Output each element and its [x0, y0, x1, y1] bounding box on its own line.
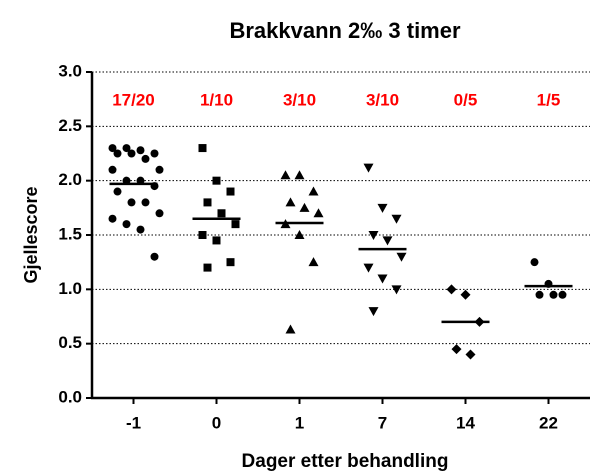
point	[136, 176, 145, 185]
point	[231, 220, 240, 229]
annotation: 3/10	[283, 90, 316, 109]
point	[368, 307, 379, 317]
point	[460, 289, 471, 300]
point	[203, 263, 212, 272]
point	[363, 263, 374, 273]
point	[122, 220, 131, 229]
annotation: 1/5	[537, 90, 561, 109]
point	[226, 258, 235, 267]
x-axis-label: Dager etter behandling	[242, 451, 449, 472]
point	[396, 252, 407, 262]
point	[150, 252, 159, 261]
x-tick-label: 0	[212, 413, 221, 432]
y-tick-label: 1.5	[58, 224, 82, 243]
point	[136, 146, 145, 155]
point	[382, 236, 393, 246]
point	[150, 149, 159, 158]
point	[391, 285, 402, 295]
point	[217, 209, 226, 218]
point	[212, 176, 221, 185]
annotation: 1/10	[200, 90, 233, 109]
point	[368, 231, 379, 240]
point	[141, 198, 150, 207]
point	[108, 214, 117, 223]
y-tick-label: 2.5	[58, 116, 82, 135]
point	[535, 290, 544, 299]
point	[136, 225, 145, 234]
point	[446, 284, 457, 295]
y-tick-label: 0.0	[58, 387, 82, 406]
point	[280, 170, 291, 180]
point	[113, 149, 122, 158]
y-axis-label: Gjellescore	[21, 186, 41, 283]
point	[122, 176, 131, 185]
point	[313, 208, 324, 218]
x-tick-label: 22	[539, 413, 558, 432]
point	[391, 214, 402, 224]
point	[155, 209, 164, 218]
x-tick-label: -1	[126, 413, 141, 432]
point	[465, 349, 476, 360]
point	[122, 144, 131, 153]
point	[299, 202, 310, 212]
point	[285, 324, 296, 334]
point	[141, 154, 150, 163]
y-tick-label: 2.0	[58, 170, 82, 189]
point	[108, 165, 117, 174]
annotation: 3/10	[366, 90, 399, 109]
point	[198, 231, 207, 239]
point	[308, 257, 319, 267]
point	[294, 230, 305, 239]
annotation: 17/20	[112, 90, 155, 109]
point	[558, 290, 567, 299]
y-tick-label: 0.5	[58, 333, 82, 352]
point	[198, 144, 207, 153]
point	[363, 163, 374, 173]
point	[212, 236, 221, 245]
point	[127, 149, 136, 158]
point	[285, 197, 296, 207]
point	[155, 165, 164, 174]
annotation: 0/5	[454, 90, 478, 109]
point	[127, 198, 136, 207]
chart-title: Brakkvann 2‰ 3 timer	[229, 18, 461, 43]
point	[451, 344, 462, 355]
point	[377, 203, 388, 213]
point	[549, 290, 558, 299]
y-tick-label: 1.0	[58, 279, 82, 298]
point	[113, 187, 122, 196]
x-tick-label: 7	[378, 413, 387, 432]
point	[203, 198, 212, 207]
point	[308, 186, 319, 196]
x-tick-label: 14	[456, 413, 475, 432]
point	[377, 274, 388, 284]
x-tick-label: 1	[295, 413, 304, 432]
point	[226, 187, 235, 196]
point	[530, 258, 539, 267]
point	[108, 144, 117, 153]
y-tick-label: 3.0	[58, 61, 82, 80]
point	[294, 170, 305, 180]
